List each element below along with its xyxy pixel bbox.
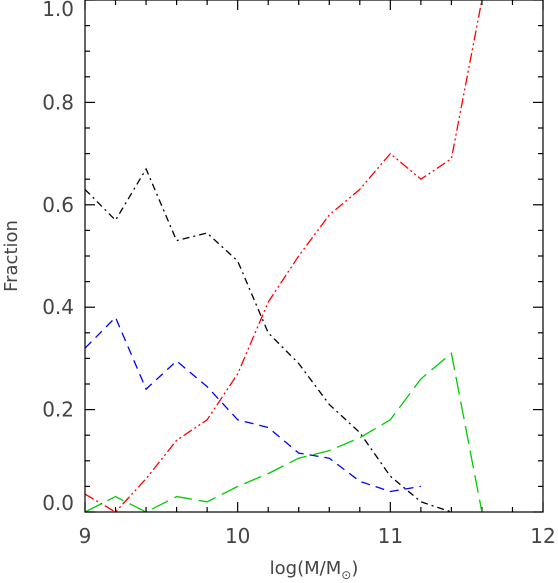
y-tick-label: 0.6 — [42, 193, 74, 217]
x-axis-label-end: ) — [351, 558, 358, 579]
x-axis-label: log(M/M⊙) — [270, 558, 359, 582]
y-tick-label: 0.8 — [42, 90, 74, 114]
x-axis-label-main: log(M/M — [270, 558, 342, 579]
y-tick-label: 0.0 — [42, 491, 74, 515]
y-tick-label: 0.2 — [42, 398, 74, 422]
series-group — [84, 0, 483, 513]
y-tick-label: 1.0 — [42, 0, 74, 21]
x-tick-label: 9 — [79, 524, 92, 548]
x-tick-label: 12 — [530, 524, 555, 548]
series-line-3 — [84, 352, 483, 513]
series-line-1 — [84, 0, 483, 513]
y-axis-label: Fraction — [1, 220, 22, 292]
series-line-0 — [84, 167, 452, 513]
plot-frame — [84, 0, 544, 513]
y-tick-label: 0.4 — [42, 295, 74, 319]
axis-ticks — [84, 0, 544, 513]
series-line-2 — [84, 316, 422, 493]
x-tick-label: 10 — [225, 524, 250, 548]
x-tick-labels: 9 10 11 12 — [79, 524, 556, 548]
x-axis-label-sub: ⊙ — [341, 568, 351, 582]
y-tick-labels: 0.0 0.2 0.4 0.6 0.8 1.0 — [42, 0, 74, 515]
x-tick-label: 11 — [378, 524, 403, 548]
